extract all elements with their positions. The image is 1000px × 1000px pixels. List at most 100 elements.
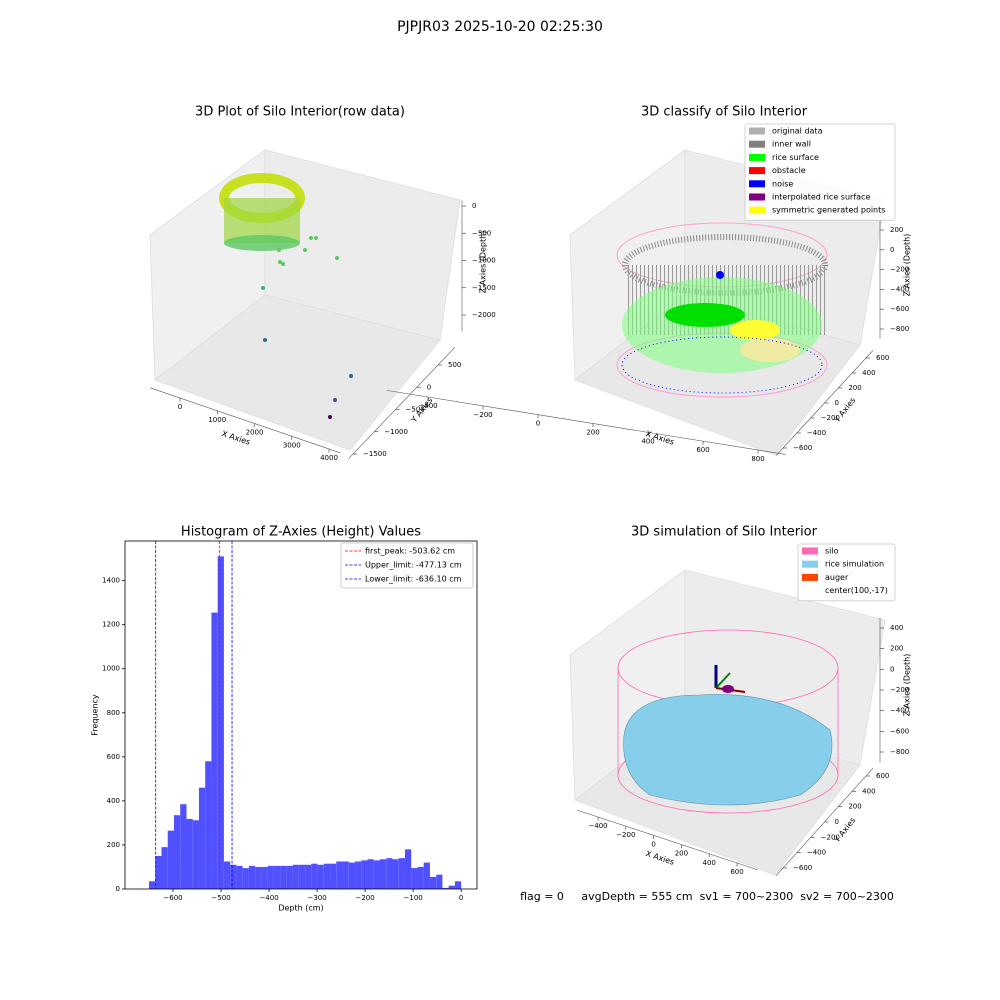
bar [255, 866, 262, 889]
chart-title: 3D classify of Silo Interior [641, 105, 808, 120]
bar [398, 858, 405, 889]
legend-swatch [802, 587, 818, 595]
bar [161, 847, 168, 889]
y-tick-label: −500 [406, 406, 425, 414]
legend-box [340, 542, 474, 589]
y-tick-label: 200 [848, 803, 861, 811]
z-tick-label: 0 [890, 665, 894, 673]
bar [192, 820, 199, 889]
y-tick-label: −400 [807, 849, 826, 857]
z-tick-label: −800 [890, 325, 909, 333]
x-tick-label: 0 [651, 840, 655, 848]
z-tick-label: −600 [890, 305, 909, 313]
x-tick-label: 400 [641, 437, 654, 445]
bar [373, 860, 380, 889]
z-tick-label: −200 [890, 266, 909, 274]
x-tick-label: 600 [730, 868, 743, 876]
y-tick-label: 600 [107, 753, 120, 761]
x-axis-line [150, 387, 341, 454]
chart-title: 3D simulation of Silo Interior [631, 525, 818, 540]
chart-title: 3D Plot of Silo Interior(row data) [195, 105, 405, 120]
legend-label: obstacle [772, 166, 806, 175]
bar [167, 830, 174, 889]
bar [379, 859, 387, 889]
x-tick-label: 0 [536, 420, 540, 428]
z-tick-label: 0 [890, 246, 894, 254]
y-tick-label: 200 [848, 384, 861, 392]
legend-label: silo [825, 547, 839, 556]
y-tick-label: 400 [862, 787, 875, 795]
x-tick-label: 800 [751, 455, 764, 463]
bar [236, 865, 243, 889]
annotation: flag = 0 avgDepth = 555 cm sv1 = 700~230… [520, 890, 894, 903]
x-axis-line [577, 809, 758, 871]
legend-label: symmetric generated points [772, 206, 885, 215]
legend-swatch [749, 193, 765, 201]
legend-swatch [749, 127, 765, 135]
z-tick-label: −400 [890, 285, 909, 293]
legend-label: rice surface [772, 153, 819, 162]
y-tick-label: 800 [107, 709, 120, 717]
x-tick-label: 4000 [320, 454, 338, 462]
bar [223, 861, 231, 889]
z-tick-label: −800 [890, 748, 909, 756]
bar [330, 863, 337, 889]
y-tick-label: 0 [835, 818, 839, 826]
z-tick-label: −1000 [472, 257, 496, 265]
x-axis-label: Depth (cm) [278, 904, 323, 913]
z-tick-label: 0 [472, 202, 476, 210]
bar [186, 818, 193, 889]
x-tick-label: 400 [703, 859, 716, 867]
y-tick-label: 200 [107, 841, 120, 849]
bar [342, 861, 349, 889]
z-axis-label: Z Axies (Depth) [903, 654, 912, 717]
bar [311, 863, 318, 889]
bar [280, 865, 287, 889]
x-axis-line [386, 390, 786, 455]
y-tick-label: −1500 [363, 450, 387, 458]
legend-swatch [802, 573, 818, 581]
z-axis-label: Z Axies (Depth) [903, 234, 912, 297]
bar [392, 859, 399, 889]
legend-label: noise [772, 179, 793, 188]
panes-1 [149, 149, 461, 451]
z-tick-label: −500 [472, 229, 491, 237]
x-tick-label: 200 [586, 429, 599, 437]
y-tick-label: 0 [116, 885, 120, 893]
bar [448, 885, 455, 889]
y-tick-label: 1400 [102, 577, 120, 585]
x-tick-label: 600 [696, 446, 709, 454]
bar [242, 868, 249, 889]
z-tick-label: −400 [890, 707, 909, 715]
bar [386, 858, 393, 889]
bar [348, 862, 356, 889]
legend-swatch [749, 140, 765, 148]
bar [211, 612, 218, 889]
legend-box [797, 543, 896, 602]
bar [417, 866, 424, 889]
bar [261, 866, 268, 889]
legend-label: auger [825, 573, 849, 582]
bar [286, 865, 293, 889]
classified-cloud [616, 222, 828, 398]
bar [217, 556, 224, 889]
z-axis-label: Z Axies (Depth) [479, 231, 488, 294]
legend-swatch [749, 153, 765, 161]
bar [454, 881, 462, 889]
bar [442, 887, 449, 889]
legend-label: center(100,-17) [825, 586, 888, 595]
legend-swatch [749, 180, 765, 188]
x-tick-label: −100 [404, 894, 423, 902]
chart-title: Histogram of Z-Axies (Height) Values [181, 525, 421, 540]
bar [323, 863, 331, 889]
bar [423, 862, 430, 889]
legend-swatch [749, 167, 765, 175]
legend-label: Lower_limit: -636.10 cm [365, 575, 462, 584]
x-tick-label: −200 [355, 894, 374, 902]
x-tick-label: 0 [459, 894, 463, 902]
bar [205, 761, 212, 889]
legend-swatch [749, 206, 765, 214]
y-tick-label: −1000 [384, 428, 408, 436]
z-tick-label: −2000 [472, 311, 496, 319]
bar [248, 865, 256, 889]
